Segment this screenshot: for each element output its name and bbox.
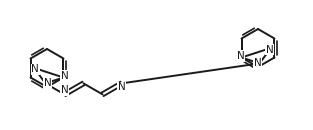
Text: N: N [31, 64, 39, 74]
Text: N: N [254, 58, 261, 68]
Text: N: N [237, 51, 244, 61]
Text: N: N [118, 82, 126, 92]
Text: N: N [61, 71, 68, 81]
Text: N: N [44, 78, 51, 88]
Text: N: N [266, 44, 274, 54]
Text: N: N [60, 85, 68, 95]
